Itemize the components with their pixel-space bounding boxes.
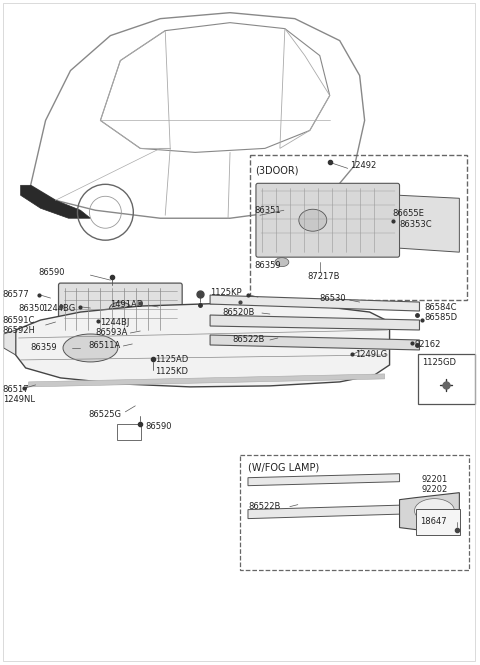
Text: 86525G: 86525G bbox=[88, 410, 121, 420]
Text: 92162: 92162 bbox=[415, 340, 441, 350]
Ellipse shape bbox=[63, 334, 118, 362]
FancyBboxPatch shape bbox=[419, 354, 475, 404]
Text: 86590: 86590 bbox=[38, 267, 65, 277]
Text: 86511A: 86511A bbox=[88, 341, 120, 350]
Text: 92201: 92201 bbox=[421, 475, 448, 484]
Polygon shape bbox=[248, 505, 418, 519]
Polygon shape bbox=[248, 473, 399, 485]
Text: 1244BG: 1244BG bbox=[43, 303, 76, 313]
Text: 86522B: 86522B bbox=[248, 502, 280, 511]
Text: 86351: 86351 bbox=[254, 205, 281, 215]
Polygon shape bbox=[210, 295, 420, 311]
FancyBboxPatch shape bbox=[256, 184, 399, 257]
Text: 86584C: 86584C bbox=[424, 303, 457, 312]
Text: 86520B: 86520B bbox=[222, 307, 254, 317]
FancyBboxPatch shape bbox=[59, 283, 182, 335]
Text: 18647: 18647 bbox=[420, 517, 447, 526]
Text: 86577: 86577 bbox=[3, 289, 29, 299]
FancyBboxPatch shape bbox=[117, 424, 141, 440]
FancyBboxPatch shape bbox=[417, 509, 460, 535]
Text: 86350: 86350 bbox=[19, 303, 45, 313]
Polygon shape bbox=[210, 335, 420, 350]
Text: 86359: 86359 bbox=[31, 343, 57, 352]
Ellipse shape bbox=[275, 257, 289, 267]
Polygon shape bbox=[210, 315, 420, 330]
Text: 12492: 12492 bbox=[350, 161, 376, 170]
Polygon shape bbox=[4, 330, 16, 355]
Text: 1491AD: 1491AD bbox=[110, 299, 144, 309]
Ellipse shape bbox=[299, 209, 327, 231]
Text: (3DOOR): (3DOOR) bbox=[255, 166, 299, 176]
Text: 86592H: 86592H bbox=[3, 325, 36, 334]
Text: 86530: 86530 bbox=[320, 293, 347, 303]
Ellipse shape bbox=[84, 340, 97, 350]
Text: 1125KP: 1125KP bbox=[210, 287, 242, 297]
Text: 86591C: 86591C bbox=[3, 315, 35, 325]
Text: (W/FOG LAMP): (W/FOG LAMP) bbox=[248, 463, 319, 473]
Text: 1125KD: 1125KD bbox=[155, 368, 188, 376]
Text: 1249LG: 1249LG bbox=[355, 350, 387, 360]
Text: 86585D: 86585D bbox=[424, 313, 457, 322]
Text: 86590: 86590 bbox=[145, 422, 172, 432]
Text: 86517: 86517 bbox=[3, 386, 29, 394]
Ellipse shape bbox=[415, 499, 455, 523]
Polygon shape bbox=[16, 303, 390, 387]
Polygon shape bbox=[29, 374, 384, 387]
Text: 1244BJ: 1244BJ bbox=[100, 317, 130, 327]
Ellipse shape bbox=[109, 302, 132, 316]
Text: 86655E: 86655E bbox=[393, 209, 424, 217]
Text: 1125GD: 1125GD bbox=[422, 358, 456, 368]
Polygon shape bbox=[399, 493, 459, 529]
Text: 92202: 92202 bbox=[421, 485, 448, 494]
Polygon shape bbox=[21, 186, 90, 218]
Text: 1125AD: 1125AD bbox=[155, 356, 189, 364]
Text: 86593A: 86593A bbox=[96, 329, 128, 338]
Text: 1249NL: 1249NL bbox=[3, 396, 35, 404]
Text: 86522B: 86522B bbox=[232, 335, 264, 344]
Text: 86353C: 86353C bbox=[399, 219, 432, 229]
Text: 87217B: 87217B bbox=[308, 271, 340, 281]
Text: 86359: 86359 bbox=[254, 261, 281, 269]
Polygon shape bbox=[399, 196, 459, 252]
